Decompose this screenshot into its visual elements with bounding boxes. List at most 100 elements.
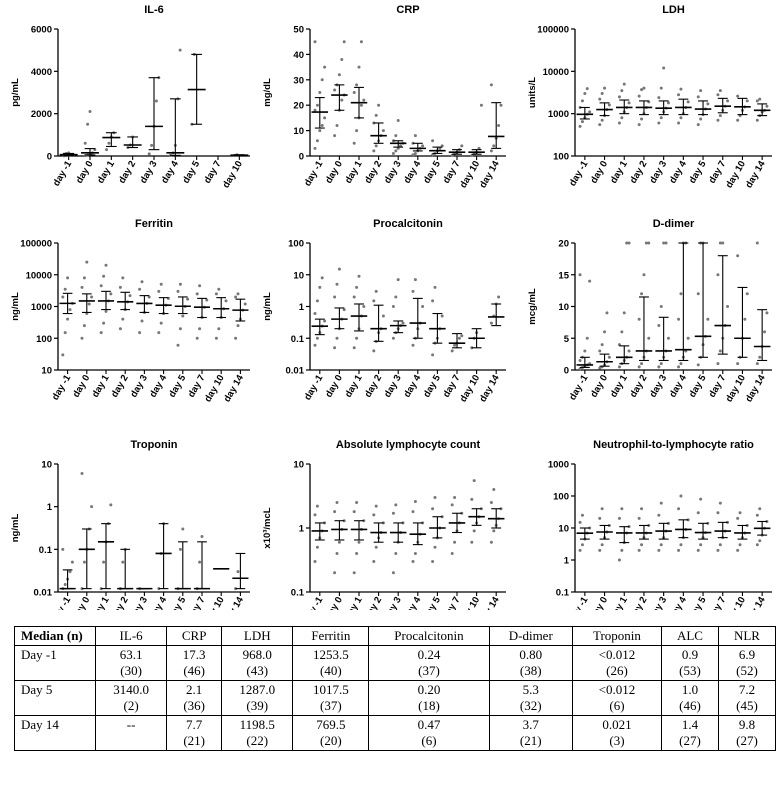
x-tick-label: day 4 <box>148 594 170 610</box>
chart-title: Troponin <box>130 439 177 451</box>
data-point <box>394 551 398 555</box>
data-point <box>620 116 624 120</box>
data-point <box>236 292 240 296</box>
y-axis-label: x10³/mcL <box>262 507 273 548</box>
data-point <box>679 494 683 498</box>
data-point <box>640 292 644 296</box>
y-tick-label: 15 <box>558 270 569 281</box>
data-point <box>391 151 395 155</box>
data-point <box>333 88 337 92</box>
data-point <box>736 548 740 552</box>
data-point <box>313 343 317 347</box>
data-point <box>450 503 454 507</box>
count-value: (6) <box>421 733 437 748</box>
table-cell: 1287.0 (39) <box>221 680 294 716</box>
data-point <box>470 497 474 501</box>
x-tick-label: day 5 <box>181 158 203 185</box>
data-point <box>372 349 376 353</box>
table-header-cell: Ferritin <box>292 626 370 646</box>
data-point <box>605 311 609 315</box>
data-point <box>657 96 661 100</box>
x-tick-label: day 2 <box>628 595 650 610</box>
table-cell: 2.1 (36) <box>166 680 223 716</box>
y-tick-label: 40 <box>293 50 304 61</box>
table-header-cell: D-dimer <box>488 626 573 646</box>
data-point <box>431 299 435 303</box>
table-header-cell: Procalcitonin <box>368 626 490 646</box>
median-value: 2.1 <box>186 682 203 697</box>
y-axis-label: ng/mL <box>262 292 273 321</box>
data-point <box>340 98 344 102</box>
y-tick-label: 10000 <box>26 270 52 281</box>
data-point <box>315 336 319 340</box>
x-tick-label: day 14 <box>743 372 768 404</box>
chart-title: LDH <box>662 4 685 16</box>
data-point <box>413 151 417 155</box>
x-tick-label: day 0 <box>71 595 93 610</box>
data-point <box>625 241 629 245</box>
data-point <box>666 336 670 340</box>
data-point <box>355 83 359 87</box>
data-point <box>726 99 730 103</box>
data-point <box>195 292 199 296</box>
data-point <box>140 319 144 323</box>
data-point <box>323 116 327 120</box>
data-point <box>738 543 742 547</box>
data-point <box>664 241 668 245</box>
data-point <box>699 543 703 547</box>
chart-title: Procalcitonin <box>373 218 443 230</box>
data-point <box>765 311 769 315</box>
x-tick-label: day 3 <box>138 159 160 186</box>
count-value: (46) <box>679 698 701 713</box>
data-point <box>82 324 86 328</box>
data-point <box>224 299 228 303</box>
y-tick-label: 4000 <box>31 67 52 78</box>
y-tick-label: 10 <box>41 460 52 471</box>
data-point <box>352 295 356 299</box>
data-point <box>758 355 762 359</box>
data-point <box>374 545 378 549</box>
y-tick-label: 0 <box>299 152 304 163</box>
data-point <box>413 551 417 555</box>
data-point <box>391 305 395 308</box>
data-point <box>374 289 378 293</box>
data-point <box>745 99 749 103</box>
data-point <box>357 540 361 544</box>
data-point <box>716 511 720 515</box>
y-tick-label: 6000 <box>31 25 52 36</box>
data-point <box>362 305 366 308</box>
median-value: 1198.5 <box>239 717 275 732</box>
table-cell: 63.1 (30) <box>94 645 168 681</box>
y-tick-label: 100000 <box>20 239 52 250</box>
data-point <box>696 363 700 367</box>
data-point <box>598 349 602 353</box>
data-point <box>313 40 317 44</box>
table-body: Day -1 63.1 (30) 17.3 (46) 968.0 (43) 1253.5 (40… <box>14 645 777 751</box>
data-point <box>489 540 493 544</box>
data-point <box>588 279 592 283</box>
x-tick-label: day 4 <box>402 594 424 610</box>
data-point <box>313 312 317 316</box>
data-point <box>147 152 151 156</box>
x-tick-label: day 0 <box>588 159 610 186</box>
data-point <box>489 321 493 325</box>
table-cell: 968.0 (43) <box>221 645 294 681</box>
y-tick-label: 1 <box>299 524 305 535</box>
median-value: 7.2 <box>738 682 756 697</box>
table-cell: 3.7 (21) <box>488 715 573 751</box>
data-point <box>489 149 493 153</box>
table-cell: -- <box>94 715 168 751</box>
data-point <box>109 292 113 296</box>
data-point <box>186 297 190 301</box>
data-point <box>657 121 661 125</box>
data-point <box>627 349 631 353</box>
x-tick-label: day 2 <box>628 159 650 186</box>
data-point <box>472 479 476 483</box>
data-point <box>699 497 703 501</box>
data-point <box>755 99 759 103</box>
data-point <box>80 336 84 340</box>
y-tick-label: 1 <box>47 502 53 513</box>
count-value: (27) <box>679 733 701 748</box>
data-point <box>335 336 339 340</box>
data-point <box>598 548 602 552</box>
